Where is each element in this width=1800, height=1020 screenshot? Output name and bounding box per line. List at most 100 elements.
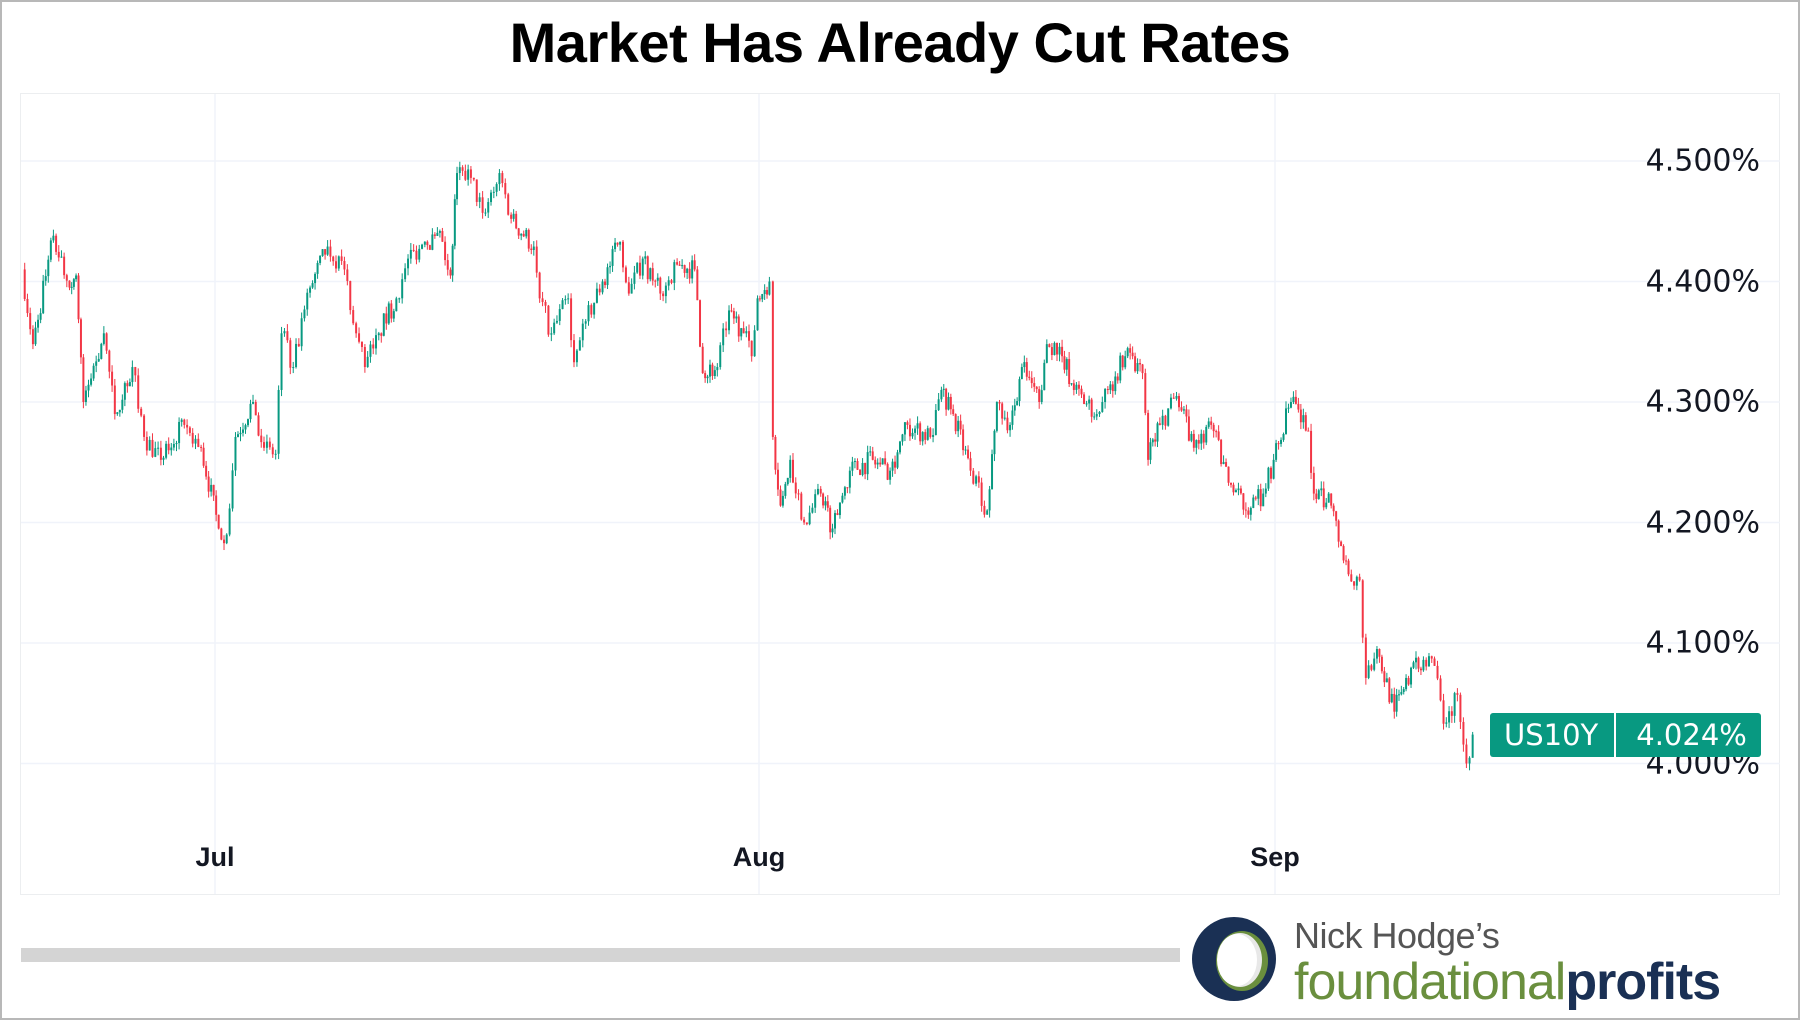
candle-body [395,298,398,312]
candle-body [673,262,676,283]
candle-body [791,459,794,483]
candle-body [1237,488,1240,491]
candle-body [856,461,859,470]
candle-body [1111,384,1114,392]
candle-body [728,310,731,331]
candle-body [886,463,889,480]
candle-body [97,358,100,362]
candle-body [530,248,533,250]
candle-body [831,528,834,533]
candle-body [1433,658,1436,666]
candle-body [1187,416,1190,441]
candle-body [111,371,114,386]
candle-body [1234,490,1237,493]
candle-body [207,476,210,492]
horizontal-scrollbar[interactable] [21,948,1180,962]
candle-body [1355,576,1358,586]
candle-body [1180,407,1183,411]
candle-body [1465,744,1468,764]
candle-body [1093,416,1096,418]
candle-body [34,327,37,345]
candle-body [231,470,234,509]
candle-body [683,265,686,273]
candle-body [157,447,160,449]
candle-body [649,268,652,280]
candle-body [636,262,639,273]
candle-body [1011,410,1014,425]
candle-body [1320,488,1323,491]
candle-body [404,268,407,280]
candle-body [249,403,252,420]
candle-body [699,300,702,347]
candle-body [1095,414,1098,417]
candle-body [1414,657,1417,663]
candle-body [826,501,829,508]
candle-body [116,412,119,415]
ring-logo-icon [1192,917,1276,1001]
candle-body [495,184,498,192]
candle-body [1222,462,1225,465]
candle-body [326,246,329,255]
candle-body [952,409,955,415]
candle-body [1419,668,1422,671]
candle-body [1393,693,1396,712]
candle-body [1340,541,1343,547]
candle-body [1072,383,1075,390]
candle-body [1445,722,1448,724]
candle-body [159,447,162,460]
candle-body [205,465,208,477]
candle-body [234,436,237,471]
logo-profits: profits [1565,953,1721,1011]
candle-body [105,333,108,351]
candle-body [921,432,924,442]
candle-body [358,333,361,342]
candle-body [409,249,412,259]
candle-body [771,281,774,437]
candle-body [972,470,975,484]
candle-body [366,356,369,368]
candle-body [538,272,541,299]
candle-body [1175,395,1178,399]
candle-body [789,459,792,478]
candle-body [108,350,111,372]
candle-body [541,298,544,302]
candle-body [1141,364,1144,374]
candle-body [1075,384,1078,390]
candle-body [137,375,140,409]
candle-body [390,303,393,319]
candle-body [1121,355,1124,368]
candle-body [188,427,191,433]
candle-body [1098,411,1101,415]
candle-body [1358,576,1361,581]
candle-body [1147,412,1150,460]
candle-body [72,279,75,287]
candle-body [1035,386,1038,390]
candle-body [55,235,58,252]
candle-body [937,399,940,411]
candle-body [555,320,558,323]
candle-body [932,434,935,437]
candle-body [522,233,525,237]
candle-body [501,173,504,184]
candle-body [1101,402,1104,412]
candle-body [1312,472,1315,494]
candle-body [401,279,404,299]
candle-body [567,298,570,300]
candle-body [128,382,131,387]
candle-body [622,241,624,268]
candle-body [1207,421,1210,427]
candle-body [659,277,662,294]
candle-body [319,255,322,263]
candle-body [879,462,882,465]
candle-body [57,251,60,258]
candle-body [745,331,748,334]
candle-body [123,383,126,400]
candle-body [848,470,851,488]
logo-foundational: foundational [1294,953,1566,1011]
candle-body [428,245,431,250]
candle-body [693,260,696,270]
candle-body [1380,656,1383,672]
candle-body [1439,678,1442,701]
candle-body [481,197,484,213]
